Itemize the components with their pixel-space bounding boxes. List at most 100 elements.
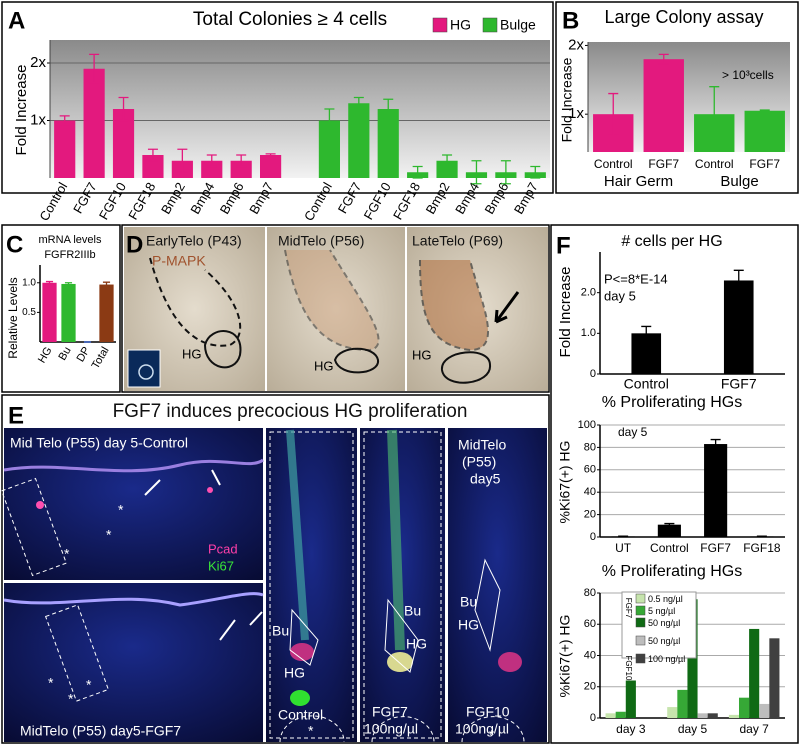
image-label: FGF10 [466,704,510,720]
hg-label: HG [182,346,202,361]
chart-title: Total Colonies ≥ 4 cells [193,9,387,30]
image-label: FGF7 [372,704,408,720]
image-label: 100ng/µl [455,721,509,737]
error-bar [412,165,423,179]
panel-frame [1,224,121,393]
bar [230,160,252,178]
error-bar [709,86,720,143]
image-label: (P55) [462,454,496,470]
y-tick-label: 40 [584,649,596,661]
error-bar [710,438,721,450]
bar [643,59,684,152]
legend-swatch [635,635,646,646]
image-label: MidTelo [458,437,506,453]
y-axis-label: Fold Increase [559,57,575,142]
x-tick-label: FGF7 [749,157,780,171]
error-bar [500,160,511,185]
x-tick-label: day 7 [739,722,769,736]
bu-label: Bu [404,603,421,619]
y-tick-label: 0 [590,368,596,380]
error-bar [45,280,54,285]
annotation: > 10³cells [722,68,774,82]
error-bar [118,96,129,122]
x-tick-label: FGF10 [361,180,394,223]
legend-swatch [432,17,448,33]
x-tick-label: FGF7 [700,541,731,555]
bar [605,713,616,718]
x-tick-label: FGF7 [648,157,679,171]
image-label: LateTelo (P69) [412,233,503,249]
y-tick-label: 1x [30,111,46,128]
y-tick-label: 60 [584,618,596,630]
bar [769,638,780,718]
group-label: Hair Germ [604,173,673,190]
y-tick-label: 100 [578,419,596,431]
legend-label: 100 ng/µl [648,654,685,664]
y-tick-label: 2x [30,54,46,71]
panel-letter: A [8,7,25,34]
bar [54,120,76,178]
bar [707,713,718,718]
bar [260,155,282,178]
y-tick-label: 0.5 [22,307,36,318]
error-bar [177,148,188,173]
x-tick-label: day 5 [678,722,708,736]
image-label: MidTelo (P56) [278,233,364,249]
bar [728,714,739,718]
image-label: day5 [470,471,501,487]
asterisk: * [118,502,124,518]
bu-label: Bu [460,594,477,610]
panel-frame [555,1,799,194]
bar [738,697,750,718]
bar [112,109,135,178]
error-bar [102,281,111,288]
y-tick-label: 2x [568,36,584,53]
legend-swatch [635,593,646,604]
x-tick-label: Bmp4 [187,180,217,217]
y-axis-label: %Ki67(+) HG [557,441,573,524]
x-tick-label: Control [695,157,734,171]
panel-letter: B [562,7,579,34]
error-bar [206,154,217,168]
asterisk: * [68,691,74,707]
y-axis-label: Relative Levels [6,277,20,358]
error-bar [383,98,394,120]
error-bar [608,92,619,136]
hg-label: HG [314,358,334,373]
bar [697,713,708,718]
error-bar [756,535,767,538]
x-tick-label: UT [615,541,632,555]
stain-label: Pcad [208,541,238,556]
annotation: P<=8*E-14 [604,271,668,286]
y-tick-label: 0 [590,531,596,543]
y-axis-label: Fold Increase [557,267,574,358]
hg-label: HG [412,347,432,362]
bar [436,160,458,178]
x-tick-label: Bmp7 [511,180,541,217]
x-tick-label: FGF18 [125,180,158,223]
y-axis-label: %Ki67(+) HG [557,615,573,698]
bar [318,120,340,178]
bar [657,524,681,537]
x-tick-label: Bmp6 [481,180,511,217]
hg-label: HG [284,665,305,681]
bar [625,680,636,718]
x-tick-label: Bmp6 [217,180,247,217]
y-axis-label: Fold Increase [13,65,30,156]
error-bar [759,109,770,113]
x-tick-label: FGF7 [335,180,365,216]
x-tick-label: Bu [56,345,73,363]
bar [377,109,399,178]
legend-label: 0.5 ng/µl [648,594,683,604]
y-tick-label: 60 [584,464,596,476]
x-tick-label: Total [90,345,112,371]
bar [759,703,770,718]
image-label: Control [278,707,323,723]
panel-letter: D [126,231,143,258]
bar [677,689,688,718]
panel-frame [1,1,554,194]
error-bar [59,115,70,126]
bar [83,68,105,178]
panel-frame [1,394,550,744]
panel-frame [121,224,550,393]
